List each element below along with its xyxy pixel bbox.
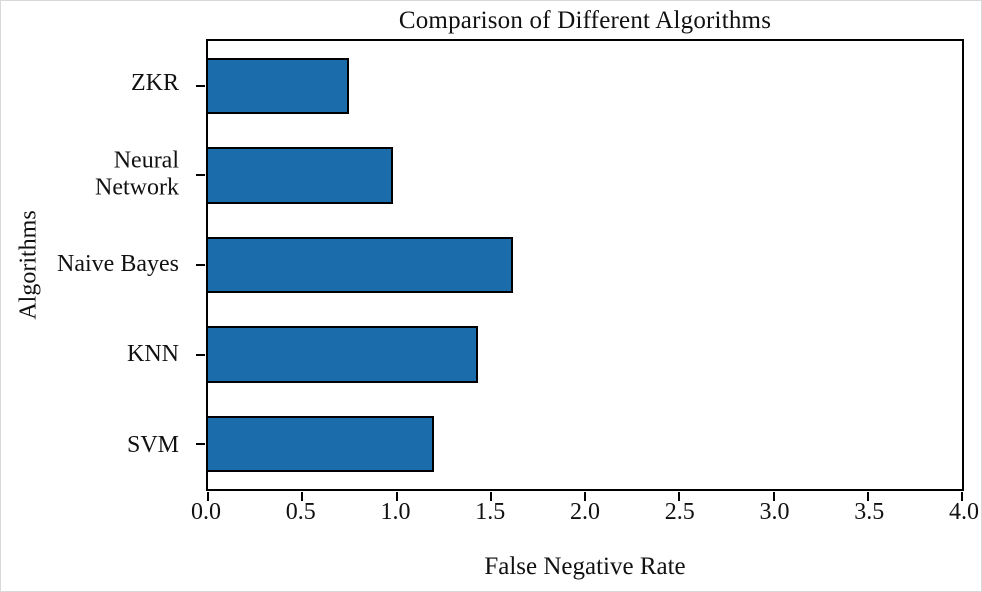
x-tick-mark [961, 492, 963, 501]
x-tick-mark [489, 492, 492, 501]
x-tick-mark [772, 492, 775, 501]
x-tick-label: 2.5 [664, 499, 695, 525]
x-tick-labels: 0.0 0.5 1.0 1.5 2.0 2.5 3.0 3.5 4.0 [191, 499, 979, 531]
bar-neural-network [208, 147, 393, 204]
x-tick-label: 2.0 [570, 499, 600, 525]
y-tick-mark [196, 443, 205, 446]
x-tick-label: 1.0 [380, 499, 411, 525]
x-tick-label: 0.5 [285, 499, 316, 525]
y-tick-mark [196, 353, 205, 356]
x-tick-mark [866, 492, 869, 501]
x-tick-mark [301, 492, 304, 501]
x-tick-label: 4.0 [949, 499, 979, 525]
category-label: Neural Network [95, 147, 179, 201]
x-tick-mark [207, 492, 209, 501]
x-tick-mark [584, 492, 586, 501]
x-tick-label: 1.5 [475, 499, 506, 525]
bar-naive-bayes [208, 236, 514, 294]
x-tick-label: 3.0 [759, 499, 790, 525]
category-label: Naive Bayes [57, 251, 179, 278]
chart-title: Comparison of Different Algorithms [398, 7, 772, 34]
y-tick-mark [196, 264, 205, 266]
y-tick-labels: ZKR Neural Network Naive Bayes KNN SVM [1, 39, 193, 491]
category-label: SVM [126, 432, 179, 458]
plot-area [196, 39, 964, 501]
x-tick-label: 3.5 [854, 499, 885, 525]
x-tick-mark [395, 492, 398, 501]
bar-zkr [208, 57, 350, 114]
x-axis-label: False Negative Rate [484, 553, 686, 580]
y-tick-mark [196, 84, 205, 87]
category-label: ZKR [131, 70, 179, 97]
y-tick-mark [196, 174, 205, 177]
bar-knn [208, 326, 478, 383]
x-tick-label: 0.0 [191, 499, 221, 525]
category-label: KNN [127, 341, 179, 368]
x-tick-mark [678, 492, 681, 501]
bar-svm [208, 415, 435, 473]
